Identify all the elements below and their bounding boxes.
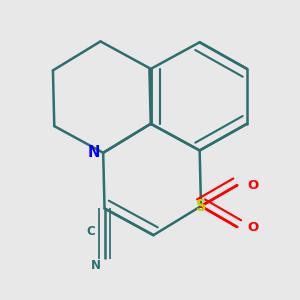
Text: S: S	[196, 199, 206, 214]
Text: O: O	[247, 220, 258, 233]
Text: O: O	[247, 179, 258, 192]
Text: N: N	[88, 145, 100, 160]
Text: N: N	[91, 259, 100, 272]
Text: C: C	[87, 224, 96, 238]
